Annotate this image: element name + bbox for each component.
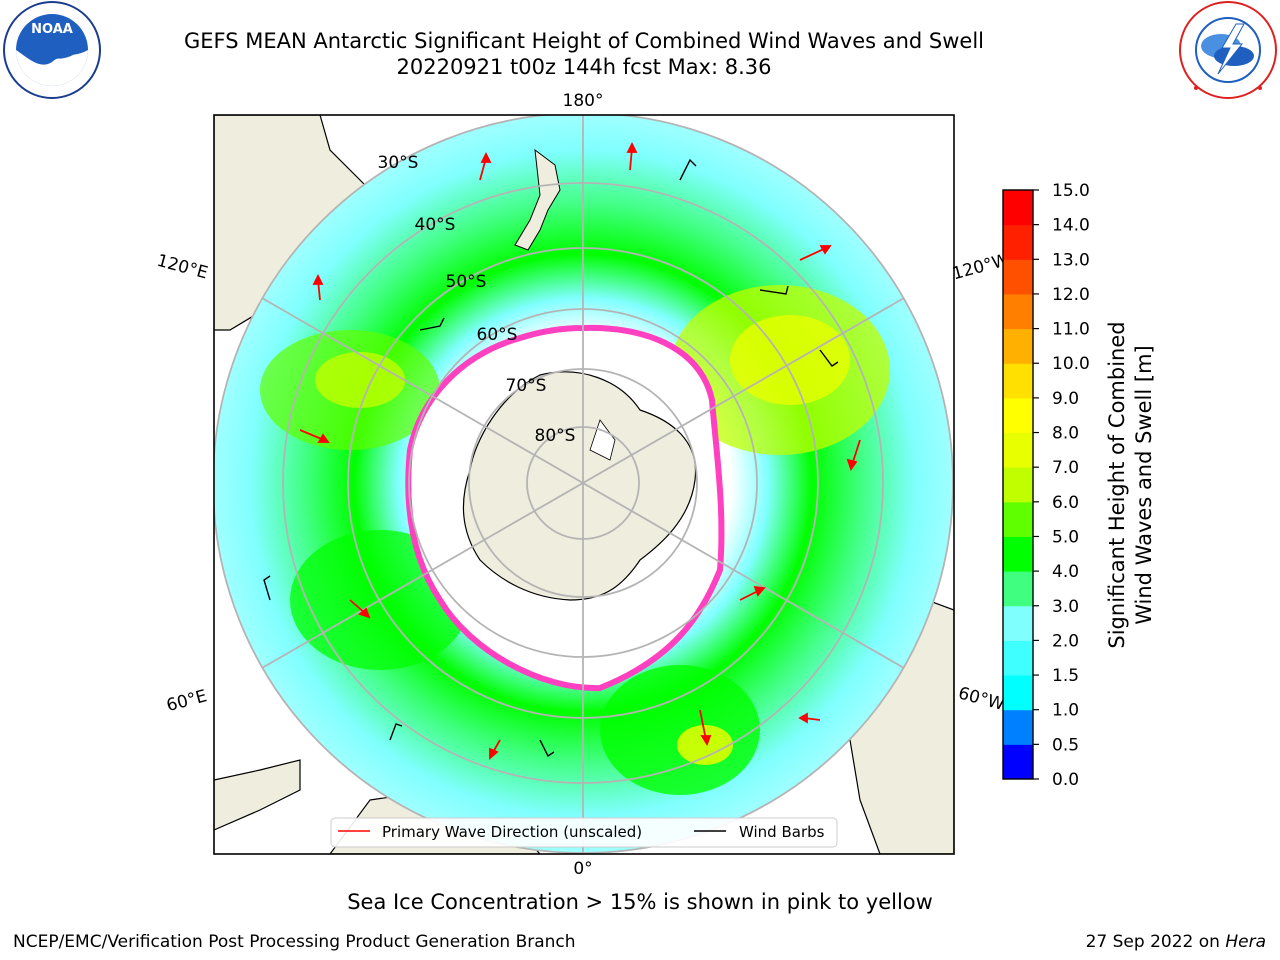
lat-label-30s: 30°S [378, 153, 419, 173]
colorbar-tick-label: 5.0 [1052, 527, 1079, 547]
wave-direction-arrows [299, 141, 861, 760]
colorbar-segment [1003, 224, 1033, 260]
lon-label-120e: 120°E [155, 251, 210, 284]
noaa-logo: NOAA [3, 1, 101, 99]
colorbar: 0.0 0.5 1.0 1.5 2.0 3.0 4.0 5.0 6.0 7.0 8.0 9.0 10.0… [1002, 181, 1090, 790]
colorbar-tick-label: 1.0 [1052, 701, 1079, 721]
footer-date-text: 27 Sep 2022 on [1085, 932, 1226, 952]
lat-label-70s: 70°S [506, 376, 547, 396]
colorbar-tick-label: 4.0 [1052, 562, 1079, 582]
lat-label-80s: 80°S [535, 426, 576, 446]
colorbar-segment [1003, 501, 1033, 537]
lon-label-120w: 120°W [950, 250, 1011, 284]
colorbar-segment [1003, 675, 1033, 711]
colorbar-tick-label: 14.0 [1052, 216, 1090, 236]
colorbar-tick-label: 8.0 [1052, 424, 1079, 444]
lon-label-0: 0° [573, 859, 592, 879]
legend-wave-label: Primary Wave Direction (unscaled) [382, 823, 642, 841]
colorbar-tick-label: 7.0 [1052, 458, 1079, 478]
colorbar-tick-label: 0.5 [1052, 735, 1079, 755]
lon-label-60e: 60°E [164, 686, 209, 716]
land-madagascar [214, 759, 301, 831]
colorbar-segment [1003, 293, 1033, 330]
colorbar-label-line2: Wind Waves and Swell [m] [1132, 345, 1156, 625]
colorbar-tick-label: 9.0 [1052, 389, 1079, 409]
colorbar-tick-label: 10.0 [1052, 354, 1090, 374]
colorbar-tick-label: 1.5 [1052, 666, 1079, 686]
chart-title: GEFS MEAN Antarctic Significant Height o… [183, 29, 985, 53]
colorbar-tick-label: 11.0 [1052, 320, 1090, 340]
lat-label-40s: 40°S [415, 215, 456, 235]
nws-logo [1179, 1, 1277, 99]
colorbar-segment [1003, 397, 1033, 434]
colorbar-segment [1003, 744, 1033, 780]
map-legend: Primary Wave Direction (unscaled) Wind B… [330, 817, 838, 848]
lon-label-60w: 60°W [956, 683, 1007, 715]
colorbar-tick-label: 3.0 [1052, 597, 1079, 617]
lon-label-180: 180° [563, 91, 604, 111]
colorbar-segment [1003, 571, 1033, 607]
legend-barb-label: Wind Barbs [739, 823, 825, 841]
colorbar-segment [1003, 363, 1033, 399]
colorbar-tick-label: 0.0 [1052, 770, 1079, 790]
colorbar-label-line1: Significant Height of Combined [1105, 321, 1129, 648]
colorbar-tick-label: 13.0 [1052, 250, 1090, 270]
colorbar-segment [1003, 328, 1033, 364]
colorbar-tick-label: 12.0 [1052, 285, 1090, 305]
noaa-logo-name: NOAA [31, 22, 73, 37]
colorbar-tick-label: 15.0 [1052, 181, 1090, 201]
lat-label-60s: 60°S [477, 325, 518, 345]
colorbar-segment [1003, 536, 1033, 572]
colorbar-tick-label: 2.0 [1052, 631, 1079, 651]
colorbar-segment [1003, 259, 1033, 295]
colorbar-frame [1002, 189, 1034, 780]
lat-label-50s: 50°S [446, 272, 487, 292]
footer-host: Hera [1225, 932, 1266, 952]
colorbar-segment [1003, 190, 1033, 226]
wind-barbs [263, 158, 839, 758]
colorbar-segment [1003, 640, 1033, 676]
colorbar-segment [1003, 605, 1033, 641]
graticule [214, 115, 954, 854]
footer-date: 27 Sep 2022 on Hera [1086, 932, 1266, 952]
chart-subtitle: 20220921 t00z 144h fcst Max: 8.36 [396, 55, 772, 79]
colorbar-segment [1003, 432, 1033, 468]
colorbar-segment [1003, 467, 1033, 503]
sea-ice-note: Sea Ice Concentration > 15% is shown in … [347, 890, 933, 914]
colorbar-segment [1003, 709, 1033, 745]
colorbar-tick-label: 6.0 [1052, 493, 1079, 513]
footer-branch: NCEP/EMC/Verification Post Processing Pr… [13, 932, 576, 952]
